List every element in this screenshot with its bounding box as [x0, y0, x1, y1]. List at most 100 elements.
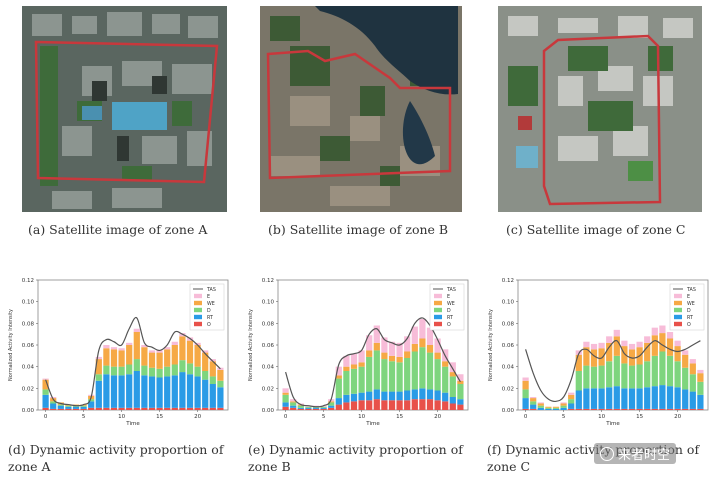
bar-o-11: [126, 407, 133, 410]
bar-e-9: [350, 353, 358, 365]
bar-o-7: [95, 407, 102, 410]
bar-e-0: [522, 377, 529, 381]
bar-e-13: [381, 337, 388, 353]
bar-d-2: [537, 405, 544, 408]
y-tick-label: 0.04: [262, 365, 275, 371]
bar-o-6: [88, 407, 95, 410]
bar-d-10: [358, 366, 365, 393]
x-tick-label: 15: [396, 414, 403, 420]
bar-o-8: [583, 408, 590, 410]
legend-label-e: E: [447, 294, 450, 300]
legend-label-we: WE: [207, 301, 215, 307]
bar-d-1: [50, 401, 57, 404]
legend-swatch-rt: [194, 314, 202, 320]
bar-d-18: [419, 347, 426, 389]
bar-d-11: [606, 361, 613, 388]
bar-rt-22: [689, 391, 696, 409]
legend-label-d: D: [447, 308, 451, 314]
bar-d-20: [674, 361, 681, 388]
bar-rt-9: [350, 393, 358, 402]
legend-swatch-we: [674, 300, 682, 306]
y-tick-label: 0.10: [502, 300, 515, 306]
x-tick-label: 10: [358, 414, 365, 420]
bar-we-1: [290, 401, 297, 403]
bar-d-11: [366, 356, 373, 392]
bar-rt-13: [621, 388, 628, 409]
bar-d-0: [282, 394, 289, 403]
bar-rt-18: [179, 372, 186, 408]
bar-d-10: [598, 365, 605, 389]
wechat-icon: [600, 447, 614, 461]
bar-we-15: [156, 352, 163, 369]
bar-d-12: [133, 359, 140, 371]
bar-d-15: [156, 368, 163, 378]
y-axis-label: Normalized Activity Intensity: [8, 309, 14, 381]
x-axis-label: Time: [125, 421, 140, 427]
legend-label-rt: RT: [207, 315, 213, 321]
bar-e-12: [373, 325, 380, 343]
bar-we-7: [95, 359, 102, 375]
bar-we-11: [606, 342, 613, 362]
bar-we-9: [350, 364, 358, 369]
x-tick-label: 15: [156, 414, 163, 420]
bar-rt-18: [659, 385, 666, 409]
bar-e-16: [404, 336, 411, 352]
legend-label-we: WE: [447, 301, 455, 307]
bar-rt-17: [651, 386, 658, 409]
bar-we-11: [366, 350, 373, 357]
y-tick-label: 0.12: [502, 278, 514, 284]
x-tick-label: 5: [562, 414, 566, 420]
bar-d-17: [171, 364, 178, 376]
bar-d-6: [328, 402, 335, 406]
bar-we-13: [141, 347, 148, 366]
bar-we-10: [118, 350, 125, 367]
bar-d-2: [57, 404, 64, 406]
bar-rt-9: [110, 375, 118, 408]
bar-o-17: [171, 407, 178, 410]
bar-we-14: [388, 355, 396, 362]
legend-swatch-rt: [434, 314, 442, 320]
bar-we-22: [209, 361, 216, 377]
bar-d-3: [545, 407, 552, 409]
legend-label-e: E: [687, 294, 690, 300]
bar-rt-5: [80, 406, 87, 409]
y-tick-label: 0.12: [262, 278, 274, 284]
y-tick-label: 0.08: [502, 321, 515, 327]
bar-d-19: [426, 352, 434, 390]
bar-e-12: [133, 328, 140, 332]
legend-label-o: O: [687, 322, 691, 328]
legend-swatch-rt: [674, 314, 682, 320]
bar-rt-2: [57, 405, 64, 409]
y-tick-label: 0.08: [22, 321, 35, 327]
bar-o-10: [358, 400, 365, 410]
bar-d-1: [530, 401, 537, 405]
bar-we-0: [522, 380, 529, 390]
caption-e-line2: zone B: [248, 459, 291, 474]
bar-e-0: [282, 388, 289, 393]
bar-d-3: [65, 405, 72, 407]
bar-d-18: [659, 351, 666, 386]
bar-o-5: [80, 408, 87, 410]
bar-we-8: [103, 348, 110, 366]
bar-d-9: [110, 366, 118, 376]
bar-e-1: [290, 399, 297, 402]
bar-e-17: [411, 326, 418, 344]
x-tick-label: 15: [636, 414, 643, 420]
bar-we-21: [682, 354, 689, 368]
bar-o-2: [57, 408, 64, 410]
satellite-image-zone-c: [498, 6, 702, 212]
chart-panel-f: 0.00 0.02 0.04 0.06 0.08 0.10 0.12 0 5 10 15 20 Time…: [482, 270, 714, 432]
bar-we-15: [396, 356, 403, 363]
bar-rt-17: [411, 389, 418, 400]
bar-rt-20: [194, 376, 201, 408]
bar-o-1: [290, 407, 297, 410]
bar-d-5: [80, 405, 87, 407]
bar-o-9: [590, 408, 598, 410]
bar-we-18: [419, 338, 426, 348]
bar-rt-17: [171, 375, 178, 408]
bar-we-9: [590, 349, 598, 367]
legend-label-e: E: [207, 294, 210, 300]
bar-d-13: [141, 365, 148, 376]
bar-d-16: [164, 366, 171, 377]
bar-rt-16: [644, 387, 651, 409]
